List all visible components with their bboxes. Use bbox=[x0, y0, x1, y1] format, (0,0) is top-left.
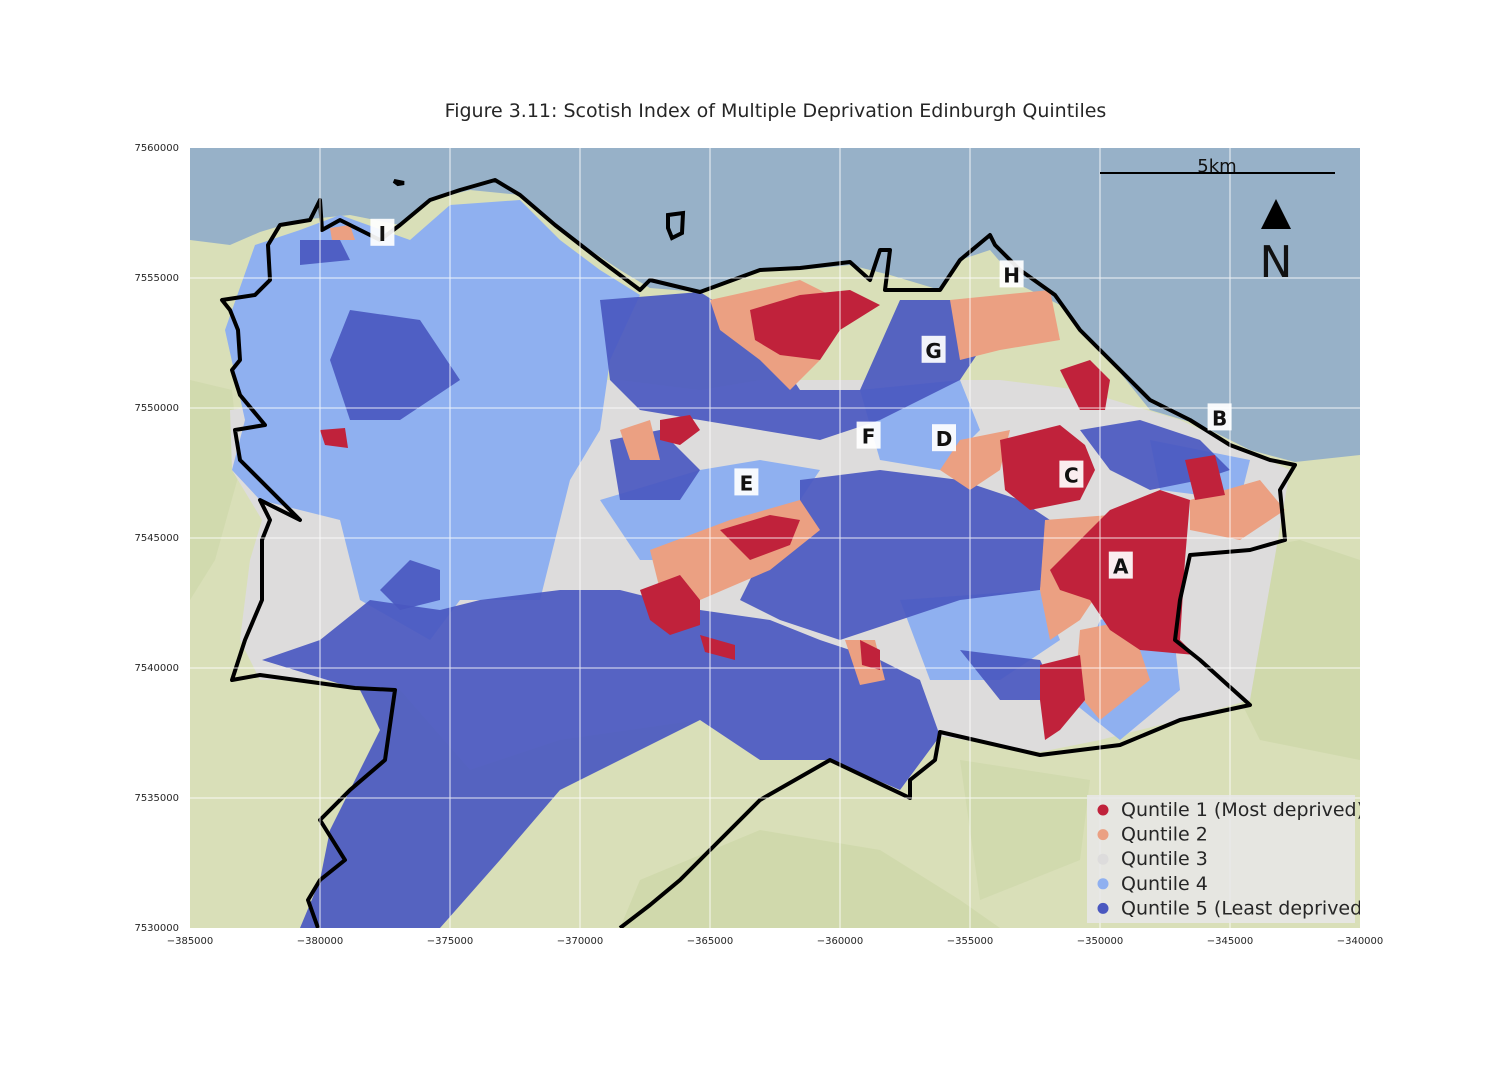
area-marker-d: D bbox=[932, 424, 956, 452]
x-tick-label: −350000 bbox=[1077, 936, 1124, 947]
area-marker-e: E bbox=[734, 468, 759, 496]
area-marker-box bbox=[921, 335, 946, 363]
area-marker-label: D bbox=[936, 427, 953, 451]
y-tick-label: 7560000 bbox=[134, 143, 179, 154]
region-quintile-5 bbox=[600, 292, 980, 440]
legend-label: Quntile 3 bbox=[1121, 848, 1208, 870]
y-tick-label: 7545000 bbox=[134, 533, 179, 544]
legend-item: Quntile 1 (Most deprived) bbox=[1097, 799, 1364, 821]
x-tick-label: −385000 bbox=[167, 936, 214, 947]
region-quintile-5 bbox=[262, 590, 940, 928]
legend-box bbox=[1087, 795, 1355, 923]
y-tick-label: 7540000 bbox=[134, 663, 179, 674]
region-quintile-2 bbox=[1075, 620, 1150, 720]
island-outline bbox=[666, 210, 686, 241]
area-marker-box bbox=[1108, 551, 1133, 579]
region-quintile-5 bbox=[300, 240, 350, 265]
y-tick-label: 7550000 bbox=[134, 403, 179, 414]
y-tick-label: 7530000 bbox=[134, 923, 179, 934]
legend-item: Quntile 2 bbox=[1097, 824, 1208, 846]
scale-bar-label: 5km bbox=[1197, 156, 1236, 177]
x-tick-label: −380000 bbox=[297, 936, 344, 947]
region-quintile-5 bbox=[380, 560, 440, 610]
x-tick-label: −375000 bbox=[427, 936, 474, 947]
y-tick-labels: 7560000 7555000 7550000 7545000 7540000 75350… bbox=[134, 143, 179, 934]
terrain-patch bbox=[190, 380, 240, 600]
sea-area bbox=[190, 148, 1360, 462]
area-markers: A B C D E F G H I bbox=[370, 218, 1232, 579]
area-marker-g: G bbox=[921, 335, 946, 363]
region-quintile-1 bbox=[660, 415, 700, 445]
y-tick-label: 7535000 bbox=[134, 793, 179, 804]
region-quintile-5 bbox=[330, 310, 460, 420]
legend: Quntile 1 (Most deprived)Quntile 2Quntil… bbox=[1087, 795, 1370, 923]
x-tick-labels: −385000 −380000 −375000 −370000 −365000 −3600… bbox=[167, 936, 1384, 947]
x-tick-label: −360000 bbox=[817, 936, 864, 947]
area-marker-box bbox=[932, 424, 956, 452]
area-marker-label: I bbox=[379, 222, 386, 246]
terrain-patch bbox=[960, 760, 1090, 900]
region-quintile-2 bbox=[330, 225, 355, 240]
region-quintile-1 bbox=[750, 290, 880, 360]
region-quintile-1 bbox=[1185, 455, 1225, 500]
area-marker-label: A bbox=[1113, 555, 1129, 579]
region-quintile-1 bbox=[640, 575, 700, 635]
area-marker-label: H bbox=[1003, 263, 1020, 287]
legend-item: Quntile 3 bbox=[1097, 848, 1208, 870]
area-marker-f: F bbox=[856, 421, 881, 449]
area-marker-label: C bbox=[1064, 464, 1079, 488]
x-tick-label: −345000 bbox=[1207, 936, 1254, 947]
region-quintile-5 bbox=[960, 650, 1060, 700]
x-tick-label: −365000 bbox=[687, 936, 734, 947]
island-outline bbox=[392, 179, 405, 187]
legend-label: Quntile 4 bbox=[1121, 873, 1208, 895]
region-quintile-2 bbox=[950, 290, 1060, 360]
area-marker-box bbox=[1207, 403, 1232, 431]
area-marker-box bbox=[999, 260, 1024, 288]
region-quintile-4 bbox=[225, 200, 640, 640]
region-quintile-1 bbox=[1060, 360, 1110, 410]
legend-swatch bbox=[1097, 853, 1109, 865]
area-marker-a: A bbox=[1108, 551, 1133, 579]
region-quintile-5 bbox=[740, 470, 1050, 640]
region-quintile-1 bbox=[1000, 425, 1095, 510]
x-tick-label: −370000 bbox=[557, 936, 604, 947]
legend-swatch bbox=[1097, 804, 1109, 816]
region-quintile-1 bbox=[320, 428, 348, 448]
city-boundary bbox=[220, 178, 1297, 928]
region-quintile-1 bbox=[860, 640, 880, 670]
legend-label: Quntile 2 bbox=[1121, 824, 1208, 846]
legend-item: Quntile 4 bbox=[1097, 873, 1208, 895]
area-marker-box bbox=[856, 421, 881, 449]
legend-label: Quntile 1 (Most deprived) bbox=[1121, 799, 1364, 821]
legend-swatch bbox=[1097, 829, 1109, 841]
x-tick-label: −340000 bbox=[1337, 936, 1384, 947]
legend-swatch bbox=[1097, 902, 1109, 914]
region-quintile-2 bbox=[620, 420, 660, 460]
area-marker-b: B bbox=[1207, 403, 1232, 431]
area-marker-box bbox=[734, 468, 759, 496]
area-marker-i: I bbox=[370, 218, 395, 246]
legend-swatch bbox=[1097, 878, 1109, 890]
map-title: Figure 3.11: Scotish Index of Multiple D… bbox=[444, 100, 1107, 122]
north-arrow-label: N bbox=[1260, 237, 1293, 288]
x-tick-label: −355000 bbox=[947, 936, 994, 947]
north-arrow-icon bbox=[1261, 199, 1291, 229]
area-marker-h: H bbox=[999, 260, 1024, 288]
area-marker-label: G bbox=[925, 339, 941, 363]
terrain-patch bbox=[620, 830, 1000, 928]
region-quintile-1 bbox=[700, 635, 735, 660]
area-marker-label: F bbox=[862, 425, 876, 449]
area-marker-box bbox=[370, 218, 395, 246]
region-quintile-1 bbox=[1040, 655, 1085, 740]
legend-item: Quntile 5 (Least deprived) bbox=[1097, 897, 1370, 919]
region-quintile-2 bbox=[940, 430, 1010, 490]
legend-label: Quntile 5 (Least deprived) bbox=[1121, 897, 1370, 919]
area-marker-label: B bbox=[1212, 406, 1227, 430]
area-marker-c: C bbox=[1059, 460, 1084, 488]
y-tick-label: 7555000 bbox=[134, 273, 179, 284]
area-marker-box bbox=[1059, 460, 1084, 488]
area-marker-label: E bbox=[740, 471, 754, 495]
